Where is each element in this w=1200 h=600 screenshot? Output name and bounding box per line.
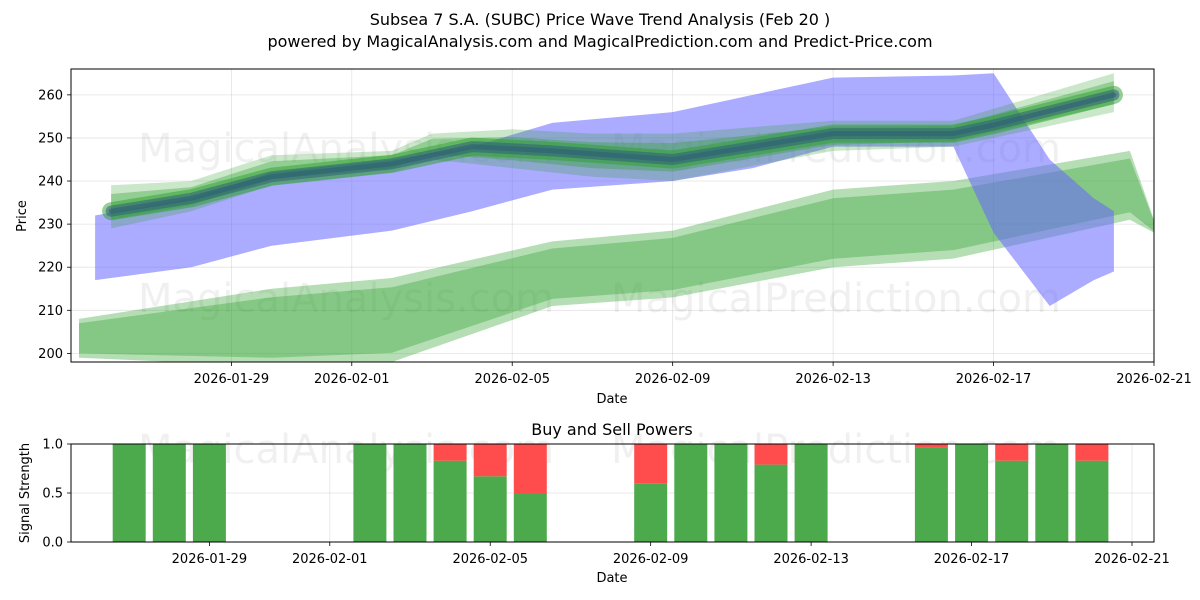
y-tick-label: 240 xyxy=(38,175,63,190)
top-y-axis-label: Price xyxy=(15,200,30,232)
buy-power-bar xyxy=(914,447,948,542)
x-tick-label: 2026-01-29 xyxy=(172,552,248,567)
chart-title-line2: powered by MagicalAnalysis.com and Magic… xyxy=(267,32,932,51)
sell-power-bar xyxy=(513,444,547,493)
x-tick-label: 2026-02-13 xyxy=(773,552,849,567)
x-tick-label: 2026-02-05 xyxy=(474,372,550,387)
x-tick-label: 2026-02-01 xyxy=(292,552,368,567)
buy-power-bar xyxy=(112,444,146,542)
buy-power-bar xyxy=(794,444,828,542)
y-tick-label: 0.0 xyxy=(42,536,63,551)
buy-power-bar xyxy=(353,444,387,542)
watermark-text: MagicalAnalysis.com xyxy=(138,276,554,322)
x-tick-label: 2026-02-17 xyxy=(956,372,1032,387)
buy-power-bar xyxy=(1035,444,1069,542)
top-x-axis-label: Date xyxy=(596,392,627,407)
buy-power-bar xyxy=(714,444,748,542)
green-lower-band-outer xyxy=(79,150,1154,362)
buy-power-bar xyxy=(192,444,226,542)
sell-power-bar xyxy=(754,444,788,465)
x-tick-label: 2026-02-05 xyxy=(452,552,528,567)
x-tick-label: 2026-02-13 xyxy=(795,372,871,387)
chart-title-line1: Subsea 7 S.A. (SUBC) Price Wave Trend An… xyxy=(370,10,831,29)
sell-power-bar xyxy=(995,444,1029,461)
y-tick-label: 210 xyxy=(38,304,63,319)
trend-line-core xyxy=(108,92,1117,214)
green-lower-band-inner xyxy=(79,158,1154,358)
x-tick-label: 2026-02-09 xyxy=(613,552,689,567)
buy-power-bar xyxy=(995,460,1029,542)
sell-power-bar xyxy=(433,444,467,461)
x-tick-label: 2026-02-21 xyxy=(1116,372,1192,387)
bottom-x-axis-label: Date xyxy=(596,571,627,586)
bottom-y-axis-label: Signal Strength xyxy=(18,443,33,543)
y-tick-label: 220 xyxy=(38,261,63,276)
y-tick-label: 230 xyxy=(38,218,63,233)
buy-power-bar xyxy=(674,444,708,542)
bottom-x-axis: 2026-01-29 2026-02-01 2026-02-05 2026-02-09… xyxy=(172,542,1170,567)
watermark-text: MagicalPrediction.com xyxy=(611,276,1061,322)
x-tick-label: 2026-02-09 xyxy=(635,372,711,387)
buy-power-bar xyxy=(393,444,427,542)
buy-power-bar xyxy=(433,460,467,542)
bottom-chart-title: Buy and Sell Powers xyxy=(531,420,693,439)
buy-power-bar xyxy=(634,483,668,542)
y-tick-label: 250 xyxy=(38,131,63,146)
y-tick-label: 1.0 xyxy=(42,438,63,453)
top-y-axis: 200 210 220 230 240 250 260 xyxy=(38,88,71,362)
y-tick-label: 260 xyxy=(38,88,63,103)
top-series xyxy=(79,73,1154,362)
bottom-y-axis: 0.0 0.5 1.0 xyxy=(42,438,71,551)
x-tick-label: 2026-02-21 xyxy=(1094,552,1170,567)
buy-power-bar xyxy=(955,444,989,542)
buy-power-bar xyxy=(1075,460,1109,542)
top-plot-frame xyxy=(70,68,1155,363)
sell-power-bar xyxy=(1075,444,1109,461)
y-tick-label: 0.5 xyxy=(42,487,63,502)
sell-power-bar xyxy=(473,444,507,477)
y-tick-label: 200 xyxy=(38,347,63,362)
sell-power-bar xyxy=(914,444,948,448)
buy-power-bar xyxy=(473,476,507,542)
buy-power-bar xyxy=(754,464,788,542)
sell-power-bar xyxy=(634,444,668,484)
x-tick-label: 2026-02-01 xyxy=(314,372,390,387)
bottom-bars xyxy=(112,444,1109,542)
top-x-axis: 2026-01-29 2026-02-01 2026-02-05 2026-02-09… xyxy=(194,362,1192,387)
buy-power-bar xyxy=(152,444,186,542)
x-tick-label: 2026-02-17 xyxy=(934,552,1010,567)
buy-power-bar xyxy=(513,493,547,542)
x-tick-label: 2026-01-29 xyxy=(194,372,270,387)
